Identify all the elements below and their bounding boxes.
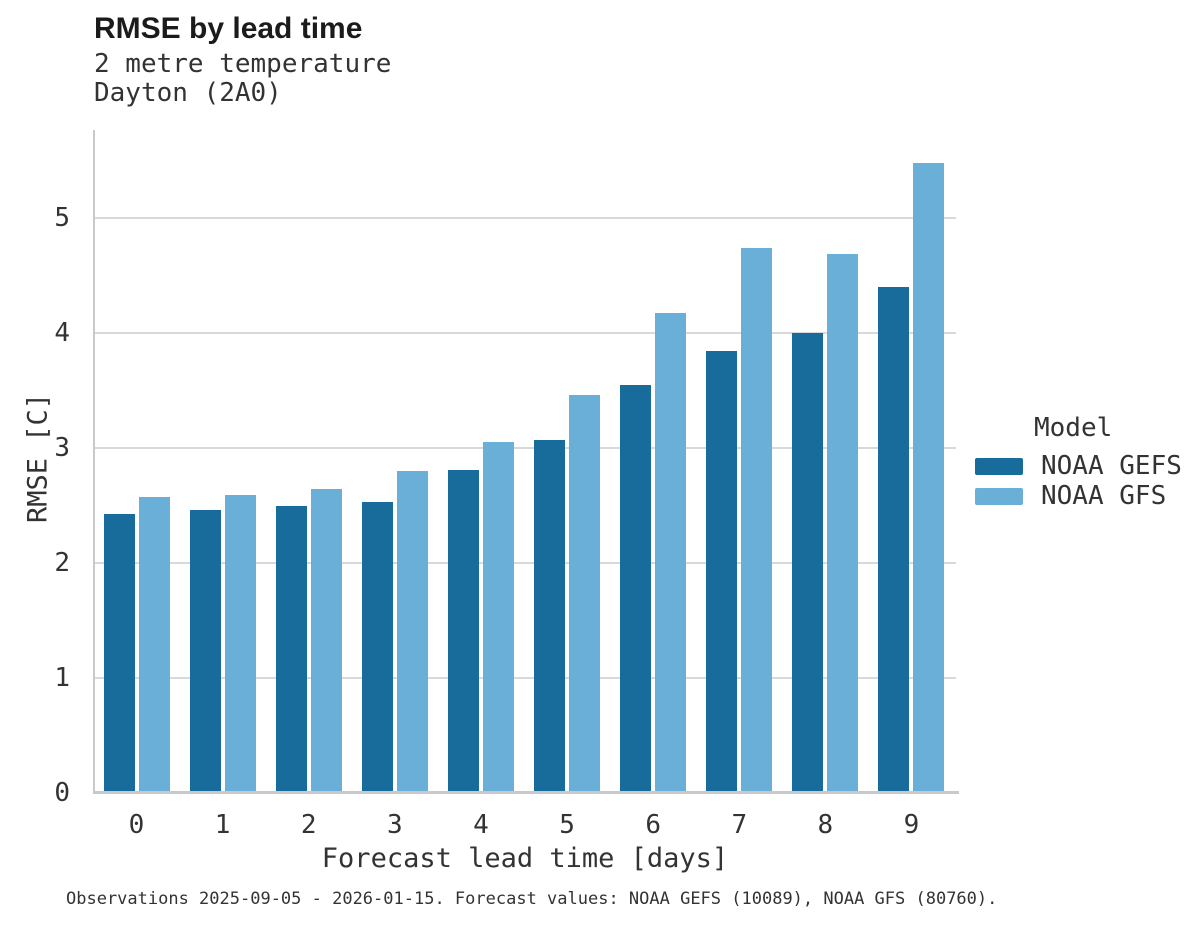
bar-noaa-gefs-lead-2: [275, 505, 307, 793]
x-tick-label-8: 8: [817, 810, 834, 840]
bar-noaa-gefs-lead-8: [792, 333, 824, 793]
bar-noaa-gefs-lead-1: [189, 510, 221, 793]
bar-noaa-gfs-lead-8: [827, 253, 859, 793]
gridline-y3: [94, 447, 956, 449]
bar-noaa-gfs-lead-4: [482, 442, 514, 793]
x-axis-title: Forecast lead time [days]: [321, 843, 729, 874]
legend-entry-noaa-gfs: NOAA GFS: [975, 481, 1182, 511]
gridline-y2: [94, 562, 956, 564]
legend-label-noaa-gfs: NOAA GFS: [1041, 481, 1167, 511]
x-tick-label-2: 2: [300, 810, 317, 840]
bar-noaa-gfs-lead-0: [138, 497, 170, 793]
legend-label-noaa-gefs: NOAA GEFS: [1041, 451, 1182, 481]
x-tick-label-5: 5: [559, 810, 575, 840]
bar-noaa-gfs-lead-6: [655, 313, 687, 793]
x-axis-tick-labels: 0 1 2 3 4 5 6 7 8 9: [94, 810, 956, 842]
x-tick-label-4: 4: [473, 810, 489, 840]
x-axis-line: [93, 791, 959, 794]
bar-noaa-gefs-lead-3: [361, 502, 393, 793]
y-tick-label-5: 5: [54, 203, 70, 233]
bar-noaa-gfs-lead-1: [224, 495, 256, 793]
caption: Observations 2025-09-05 - 2026-01-15. Fo…: [66, 889, 998, 909]
y-tick-label-3: 3: [54, 433, 70, 463]
x-tick-label-0: 0: [128, 810, 145, 840]
bar-noaa-gfs-lead-5: [569, 395, 601, 793]
bar-noaa-gefs-lead-5: [534, 439, 566, 793]
bar-noaa-gfs-lead-2: [310, 489, 342, 793]
bar-noaa-gefs-lead-7: [706, 351, 738, 793]
y-tick-label-0: 0: [54, 778, 70, 808]
bar-noaa-gefs-lead-4: [447, 469, 479, 793]
x-tick-label-3: 3: [387, 810, 403, 840]
legend-entries: NOAA GEFS NOAA GFS: [975, 451, 1182, 511]
y-axis-line: [93, 130, 95, 794]
legend-entry-noaa-gefs: NOAA GEFS: [975, 451, 1182, 481]
bar-noaa-gfs-lead-9: [913, 162, 945, 793]
legend-swatch-noaa-gfs: [975, 487, 1023, 505]
legend-swatch-noaa-gefs: [975, 457, 1023, 475]
bar-noaa-gefs-lead-0: [103, 513, 135, 793]
x-tick-label-6: 6: [645, 810, 661, 840]
x-tick-label-7: 7: [731, 810, 748, 840]
legend-title: Model: [1034, 413, 1113, 443]
x-tick-label-9: 9: [903, 810, 920, 840]
plot-panel: [94, 130, 956, 793]
chart-title: RMSE by lead time: [94, 12, 363, 45]
bar-noaa-gfs-lead-7: [741, 247, 773, 793]
gridline-y5: [94, 217, 956, 219]
y-tick-label-1: 1: [54, 663, 70, 693]
y-tick-label-4: 4: [54, 318, 70, 348]
bar-noaa-gefs-lead-6: [620, 384, 652, 793]
chart-subtitle-station: Dayton (2A0): [94, 78, 282, 108]
bar-noaa-gfs-lead-3: [396, 471, 428, 793]
legend: Model NOAA GEFS NOAA GFS: [975, 413, 1182, 511]
y-axis-tick-labels: 0 1 2 3 4 5: [0, 130, 70, 807]
x-tick-label-1: 1: [214, 810, 231, 840]
bar-noaa-gefs-lead-9: [878, 287, 910, 793]
chart-subtitle-variable: 2 metre temperature: [94, 49, 392, 79]
gridline-y1: [94, 677, 956, 679]
y-tick-label-2: 2: [54, 548, 70, 578]
gridline-y4: [94, 332, 956, 334]
